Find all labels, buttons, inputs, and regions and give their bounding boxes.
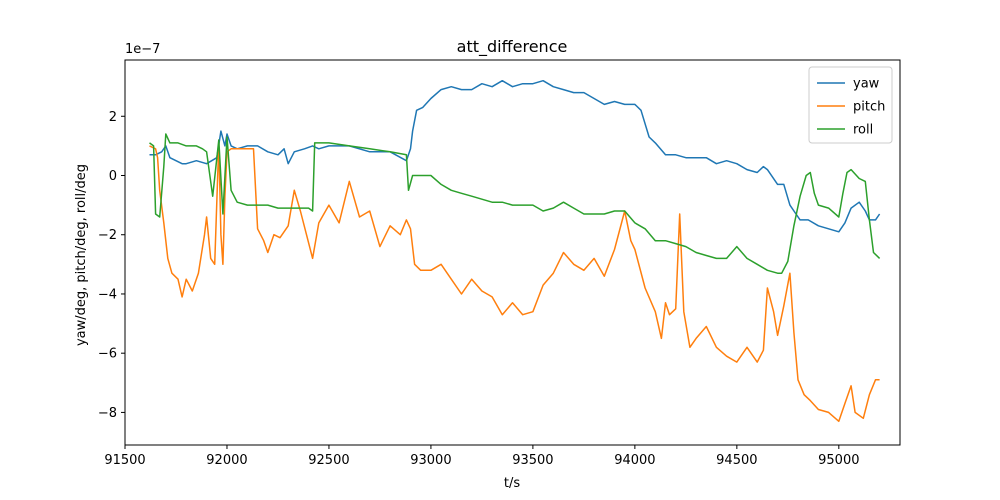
x-tick-label: 91500 — [104, 453, 145, 468]
x-tick-label: 94000 — [614, 453, 655, 468]
y-tick-label: −6 — [98, 347, 117, 362]
x-tick-label: 92000 — [206, 453, 247, 468]
legend-label-roll: roll — [853, 123, 873, 138]
y-tick-label: −2 — [98, 228, 117, 243]
legend-label-pitch: pitch — [853, 100, 885, 115]
y-tick-label: 2 — [109, 110, 117, 125]
y-tick-label: −8 — [98, 406, 117, 421]
plot-frame — [124, 59, 901, 446]
series-line-yaw — [149, 79, 881, 233]
y-tick-label: −4 — [98, 287, 117, 302]
x-tick-label: 92500 — [308, 453, 349, 468]
legend: yaw pitch roll — [808, 66, 893, 144]
series-line-roll — [149, 133, 881, 274]
series-line-pitch — [149, 142, 880, 423]
chart-title: att_difference — [457, 37, 568, 57]
y-axis-label: yaw/deg, pitch/deg, roll/deg — [74, 164, 89, 346]
x-tick-label: 93500 — [512, 453, 553, 468]
y-axis-offset-label: 1e−7 — [125, 42, 160, 57]
x-tick-label: 94500 — [716, 453, 757, 468]
legend-box — [808, 66, 893, 144]
x-tick-label: 95000 — [818, 453, 859, 468]
x-tick-label: 93000 — [410, 453, 451, 468]
x-axis-label: t/s — [504, 476, 520, 491]
y-axis-ticks: −8 −6 −4 −2 0 2 — [98, 110, 125, 421]
legend-label-yaw: yaw — [853, 77, 880, 92]
plot-lines — [149, 79, 881, 423]
x-axis-ticks: 91500 92000 92500 93000 93500 94000 94500 95000 — [104, 445, 859, 468]
y-tick-label: 0 — [109, 169, 117, 184]
